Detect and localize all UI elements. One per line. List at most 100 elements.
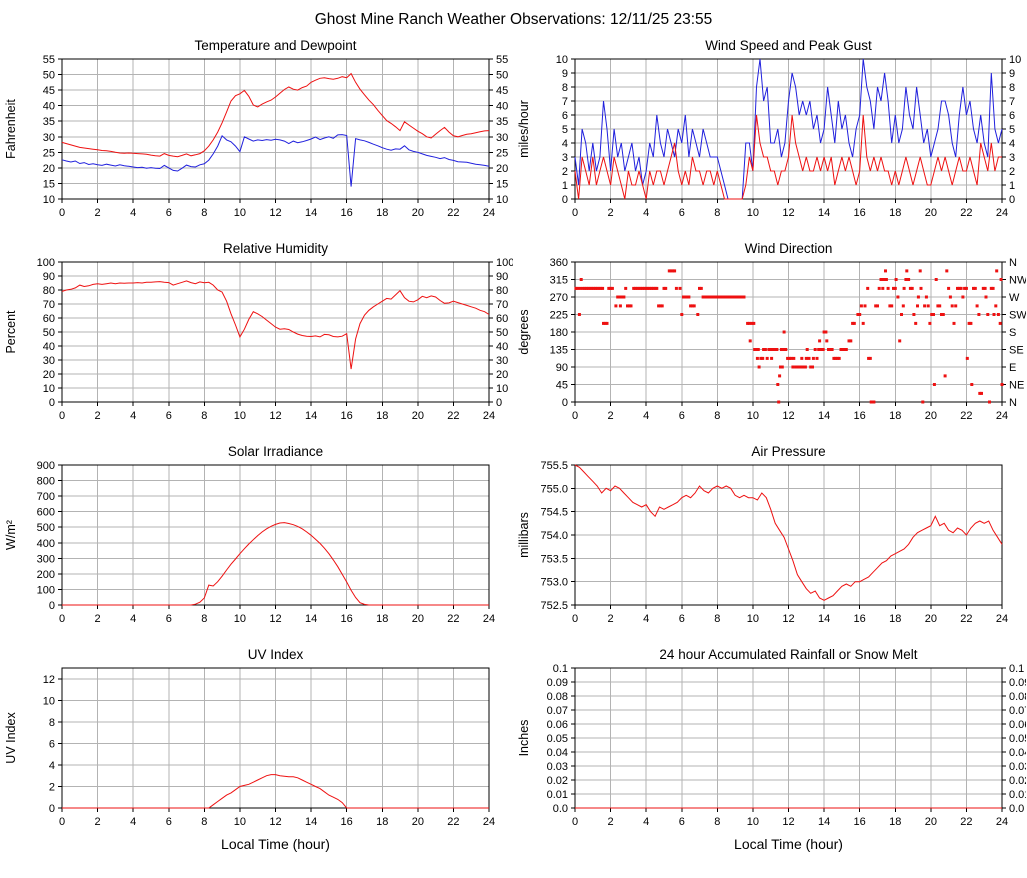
svg-text:8: 8 — [201, 207, 207, 219]
svg-text:2: 2 — [608, 410, 614, 422]
svg-text:7: 7 — [1009, 96, 1015, 108]
svg-text:4: 4 — [562, 138, 568, 150]
svg-text:14: 14 — [818, 410, 830, 422]
svg-text:8: 8 — [201, 410, 207, 422]
svg-text:24: 24 — [996, 816, 1008, 828]
svg-text:SW: SW — [1009, 310, 1026, 322]
chart-wind-direction: Wind Direction 0 2 4 6 8 10 12 14 16 18 20 22 24 0 N 45 N… — [513, 238, 1027, 438]
svg-text:18: 18 — [376, 410, 388, 422]
svg-text:10: 10 — [234, 410, 246, 422]
solar-irradiance-title: Solar Irradiance — [228, 444, 323, 459]
svg-text:8: 8 — [714, 613, 720, 625]
svg-text:4: 4 — [130, 816, 136, 828]
svg-text:0: 0 — [572, 207, 578, 219]
svg-text:10: 10 — [43, 194, 55, 206]
svg-text:0: 0 — [572, 410, 578, 422]
chart-uv-index: UV Index 0 2 4 6 8 10 12 14 16 18 20 22 24 0 2 4 6 8 10 12 UV… — [0, 644, 513, 856]
svg-text:0.03: 0.03 — [1009, 761, 1026, 773]
chart-rainfall: 24 hour Accumulated Rainfall or Snow Mel… — [513, 644, 1027, 856]
svg-text:755.0: 755.0 — [540, 483, 568, 495]
svg-text:22: 22 — [960, 207, 972, 219]
svg-text:753.5: 753.5 — [540, 553, 568, 565]
svg-text:10: 10 — [234, 816, 246, 828]
svg-text:50: 50 — [43, 70, 55, 82]
svg-text:22: 22 — [447, 207, 459, 219]
svg-text:225: 225 — [550, 310, 568, 322]
svg-text:20: 20 — [925, 613, 937, 625]
svg-text:8: 8 — [714, 207, 720, 219]
svg-text:0: 0 — [59, 613, 65, 625]
svg-text:10: 10 — [234, 207, 246, 219]
svg-text:0: 0 — [59, 207, 65, 219]
svg-text:40: 40 — [43, 101, 55, 113]
svg-text:S: S — [1009, 327, 1016, 339]
svg-text:22: 22 — [447, 816, 459, 828]
svg-text:80: 80 — [43, 285, 55, 297]
svg-text:0.05: 0.05 — [1009, 733, 1026, 745]
svg-text:700: 700 — [37, 491, 55, 503]
svg-text:6: 6 — [679, 207, 685, 219]
svg-text:90: 90 — [43, 271, 55, 283]
svg-text:200: 200 — [37, 569, 55, 581]
svg-text:2: 2 — [95, 613, 101, 625]
svg-text:0.1: 0.1 — [1009, 663, 1024, 675]
svg-text:25: 25 — [496, 147, 508, 159]
svg-text:0.01: 0.01 — [1009, 789, 1026, 801]
svg-text:6: 6 — [679, 816, 685, 828]
svg-text:0.07: 0.07 — [547, 705, 568, 717]
svg-text:10: 10 — [556, 54, 568, 66]
svg-text:55: 55 — [43, 54, 55, 66]
svg-text:12: 12 — [782, 816, 794, 828]
svg-text:4: 4 — [130, 207, 136, 219]
pressure-series — [574, 464, 1003, 601]
svg-text:9: 9 — [1009, 68, 1015, 80]
svg-text:8: 8 — [1009, 82, 1015, 94]
svg-text:N: N — [1009, 397, 1017, 409]
svg-text:22: 22 — [960, 410, 972, 422]
svg-text:25: 25 — [43, 147, 55, 159]
svg-text:100: 100 — [496, 257, 513, 269]
temperature-dewpoint-ylabel: Fahrenheit — [4, 99, 18, 159]
svg-text:6: 6 — [166, 816, 172, 828]
svg-text:NW: NW — [1009, 275, 1026, 287]
svg-text:3: 3 — [1009, 152, 1015, 164]
rainfall-ylabel: Inches — [517, 720, 531, 757]
svg-text:752.5: 752.5 — [540, 600, 568, 612]
svg-text:14: 14 — [818, 816, 830, 828]
svg-text:100: 100 — [37, 584, 55, 596]
svg-text:6: 6 — [166, 410, 172, 422]
humidity-series — [61, 280, 490, 370]
svg-text:7: 7 — [562, 96, 568, 108]
svg-text:10: 10 — [1009, 54, 1021, 66]
svg-text:20: 20 — [925, 410, 937, 422]
svg-text:50: 50 — [43, 327, 55, 339]
wind-direction-ylabel: degrees — [517, 309, 531, 354]
svg-text:400: 400 — [37, 538, 55, 550]
rainfall-plot: 24 hour Accumulated Rainfall or Snow Mel… — [517, 647, 1026, 852]
svg-text:0.04: 0.04 — [547, 747, 568, 759]
solar-irradiance-ylabel: W/m² — [4, 520, 18, 550]
svg-text:15: 15 — [496, 178, 508, 190]
page-title: Ghost Mine Ranch Weather Observations: 1… — [314, 11, 713, 28]
svg-text:5: 5 — [1009, 124, 1015, 136]
svg-text:40: 40 — [43, 341, 55, 353]
rainfall-xlabel: Local Time (hour) — [734, 836, 843, 852]
svg-text:20: 20 — [496, 163, 508, 175]
svg-text:80: 80 — [496, 285, 508, 297]
svg-text:14: 14 — [305, 207, 317, 219]
wind-speed-ylabel: miles/hour — [517, 100, 531, 158]
svg-text:20: 20 — [43, 163, 55, 175]
svg-text:100: 100 — [37, 257, 55, 269]
svg-text:0.03: 0.03 — [547, 761, 568, 773]
svg-text:360: 360 — [550, 257, 568, 269]
svg-text:10: 10 — [747, 816, 759, 828]
chart-wind-speed: Wind Speed and Peak Gust 0 2 4 6 8 10 12 14 16 18 2… — [513, 35, 1027, 235]
svg-text:4: 4 — [130, 410, 136, 422]
svg-text:754.0: 754.0 — [540, 530, 568, 542]
relative-humidity-ylabel: Percent — [4, 310, 18, 354]
svg-text:10: 10 — [496, 383, 508, 395]
